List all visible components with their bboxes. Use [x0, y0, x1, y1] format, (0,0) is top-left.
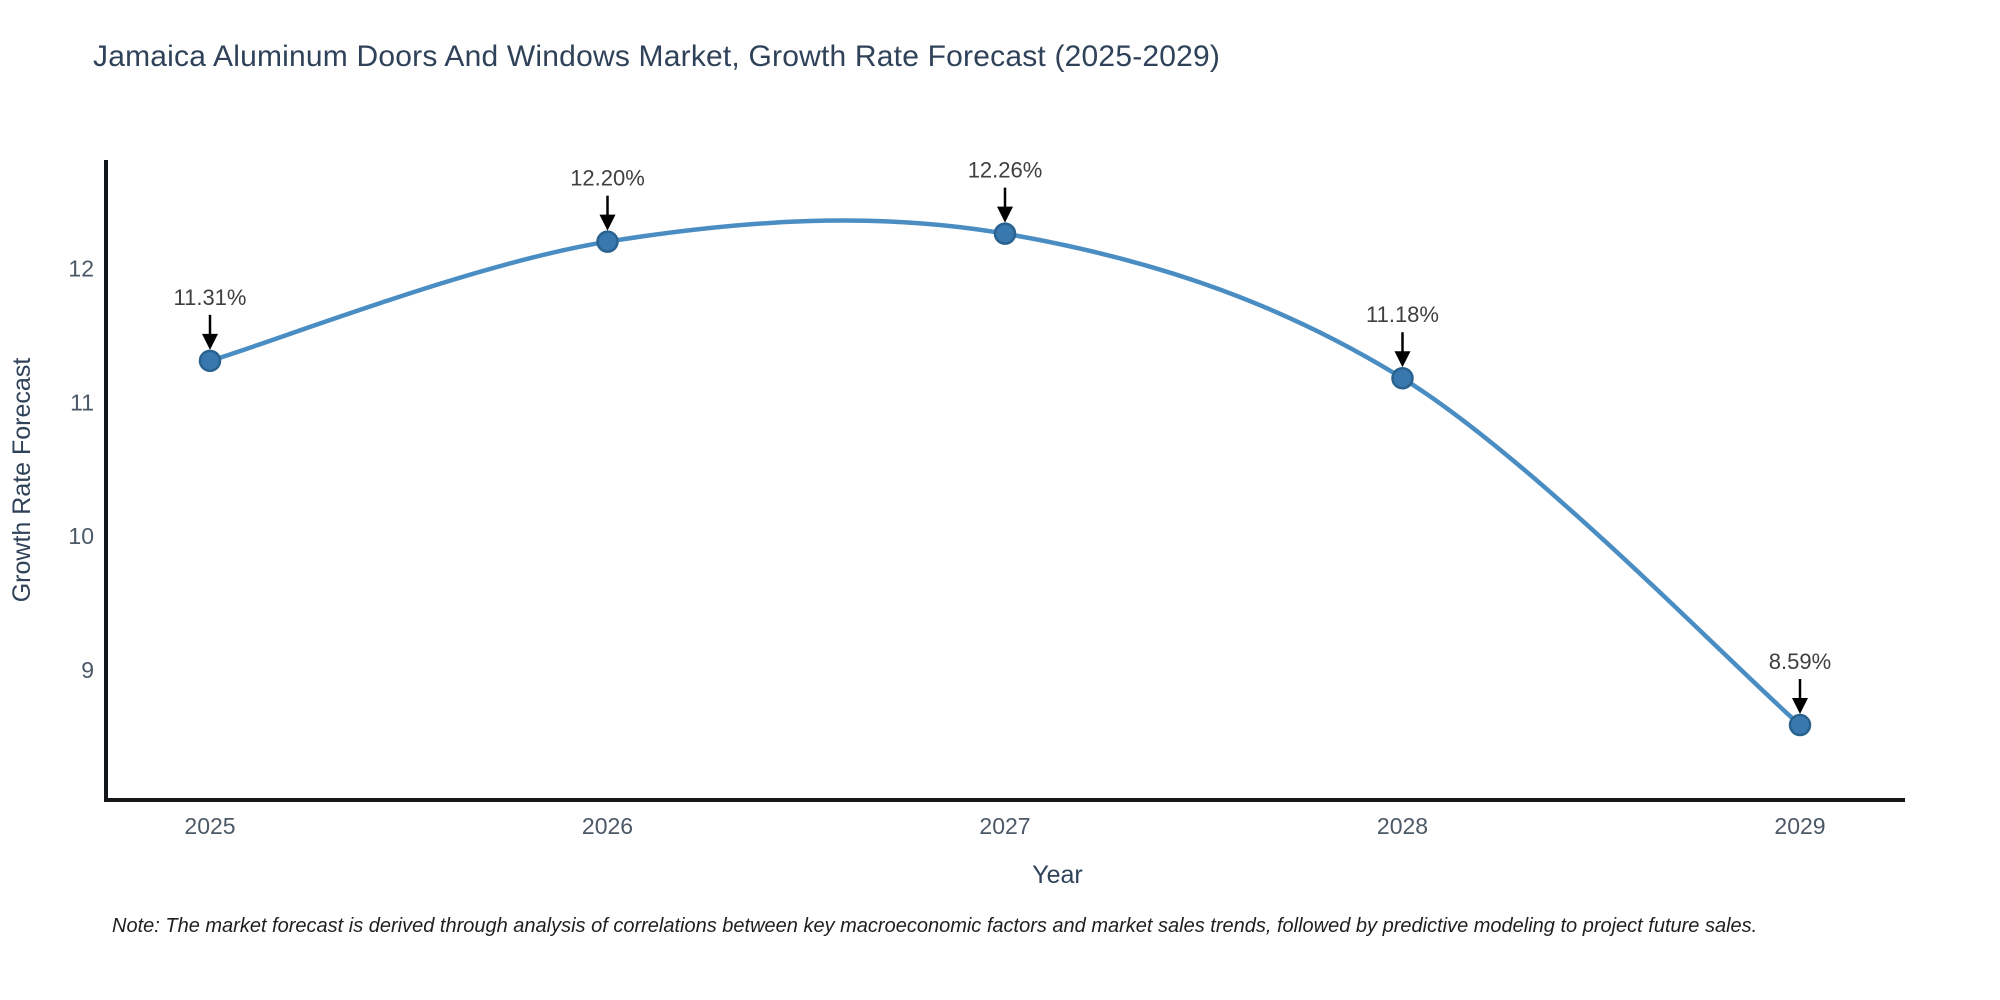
annotation-arrowhead-icon: [1792, 698, 1808, 715]
data-point-marker: [1788, 713, 1812, 737]
footnote: Note: The market forecast is derived thr…: [112, 915, 1758, 937]
y-axis-title: Growth Rate Forecast: [8, 358, 36, 603]
annotation-arrowhead-icon: [202, 333, 218, 350]
y-tick-label: 9: [81, 657, 94, 683]
point-value-label: 11.18%: [1366, 302, 1439, 327]
data-point-marker: [198, 349, 222, 373]
annotation-arrowhead-icon: [997, 206, 1013, 223]
y-tick-label: 11: [70, 389, 94, 415]
x-tick-label: 2029: [1774, 813, 1825, 839]
chart-title: Jamaica Aluminum Doors And Windows Marke…: [93, 40, 1221, 73]
annotation-arrowhead-icon: [599, 214, 616, 231]
point-value-label: 11.31%: [174, 285, 247, 310]
data-point-marker: [596, 230, 619, 253]
point-value-label: 12.26%: [968, 158, 1043, 183]
data-point-marker: [993, 222, 1017, 245]
y-tick-label: 12: [68, 255, 94, 281]
point-value-label: 12.20%: [570, 166, 645, 191]
x-tick-label: 2027: [979, 813, 1030, 839]
x-axis-title: Year: [1032, 861, 1083, 889]
y-tick-label: 10: [68, 523, 94, 549]
point-value-label: 8.59%: [1769, 649, 1831, 674]
x-tick-label: 2028: [1377, 813, 1428, 839]
x-tick-label: 2026: [582, 813, 633, 839]
x-tick-label: 2025: [184, 813, 235, 839]
data-point-marker: [1391, 366, 1414, 390]
annotation-arrowhead-icon: [1394, 351, 1411, 368]
forecast-line: [209, 218, 1802, 727]
